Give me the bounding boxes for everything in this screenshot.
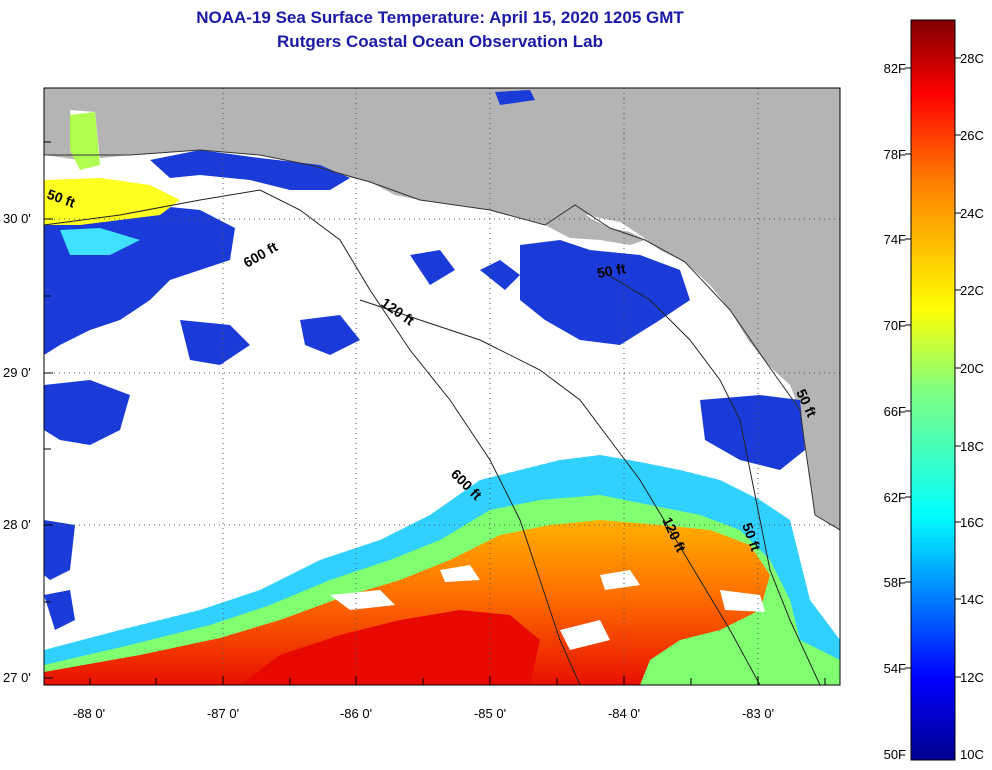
hot-core (240, 610, 540, 685)
colorbar-f-label: 54F (883, 661, 906, 676)
lon-label: -87 0' (206, 706, 240, 721)
colorbar (910, 19, 956, 761)
colorbar-c-label: 18C (960, 439, 984, 454)
colorbar-c-label: 10C (960, 747, 984, 762)
colorbar-f-label: 74F (883, 232, 906, 247)
bathymetry-contours (44, 189, 821, 685)
lat-label: 29 0' (3, 365, 31, 380)
colorbar-f-label: 82F (883, 61, 906, 76)
cloud-gaps (330, 565, 765, 650)
colorbar-c-label: 16C (960, 515, 984, 530)
colorbar-c-label: 24C (960, 206, 984, 221)
map-subtitle: Rutgers Coastal Ocean Observation Lab (277, 32, 603, 51)
lon-label: -88 0' (72, 706, 106, 721)
colorbar-c-label: 26C (960, 128, 984, 143)
colorbar-ticks (905, 57, 961, 678)
colorbar-c-label: 28C (960, 51, 984, 66)
big-bend-coast (545, 205, 645, 245)
map-area (44, 88, 840, 685)
colorbar-f-label: 66F (883, 404, 906, 419)
lon-label: -84 0' (607, 706, 641, 721)
map-title: NOAA-19 Sea Surface Temperature: April 1… (196, 8, 684, 27)
contour-label: 50 ft (596, 260, 627, 281)
colorbar-f-label: 70F (883, 318, 906, 333)
colorbar-c-label: 14C (960, 592, 984, 607)
lat-label: 27 0' (3, 670, 31, 685)
colorbar-c-label: 12C (960, 670, 984, 685)
lon-label: -85 0' (473, 706, 507, 721)
lat-label: 28 0' (3, 517, 31, 532)
colorbar-f-label: 58F (883, 575, 906, 590)
colorbar-c-label: 22C (960, 283, 984, 298)
colorbar-f-label: 50F (883, 747, 906, 762)
axis-ticks (44, 141, 826, 685)
lon-label: -83 0' (741, 706, 775, 721)
colorbar-f-label: 62F (883, 490, 906, 505)
lon-label: -86 0' (339, 706, 373, 721)
cold-patches (44, 90, 805, 630)
map-frame (43, 87, 841, 686)
colorbar-f-label: 78F (883, 147, 906, 162)
coastline (44, 149, 840, 531)
lat-label: 30 0' (3, 211, 31, 226)
colorbar-c-label: 20C (960, 361, 984, 376)
